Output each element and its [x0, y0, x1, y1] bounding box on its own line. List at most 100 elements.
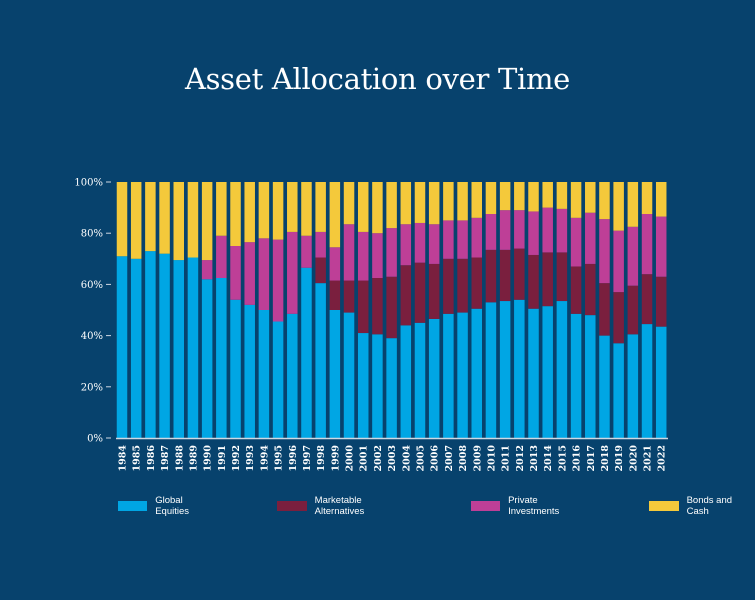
bar-global-equities: [542, 306, 553, 438]
x-tick-label: 1984: [118, 445, 129, 472]
bar-global-equities: [216, 278, 227, 438]
bar-marketable-alternatives: [599, 283, 610, 336]
bar-private-investments: [613, 230, 624, 293]
bar-private-investments: [414, 222, 426, 263]
chart-title: Asset Allocation over Time: [184, 62, 571, 96]
bar-global-equities: [159, 253, 170, 438]
bar-bonds-and-cash: [599, 182, 610, 220]
bar-marketable-alternatives: [443, 258, 454, 314]
bar-bonds-and-cash: [272, 182, 284, 240]
x-tick-label: 1992: [231, 445, 242, 471]
bar-private-investments: [457, 220, 468, 259]
bar-bonds-and-cash: [655, 182, 667, 217]
x-tick-label: 2009: [472, 445, 483, 472]
bar-global-equities: [414, 322, 426, 438]
bar-bonds-and-cash: [116, 182, 128, 257]
x-tick-label: 2004: [401, 445, 412, 472]
bar-private-investments: [528, 211, 539, 255]
bar-global-equities: [599, 335, 610, 438]
bar-private-investments: [585, 212, 596, 264]
bar-global-equities: [357, 333, 369, 438]
bar-bonds-and-cash: [301, 182, 312, 236]
legend-swatch: [649, 501, 679, 511]
x-tick-label: 2011: [501, 445, 512, 471]
bar-bonds-and-cash: [499, 182, 511, 211]
bar-private-investments: [514, 210, 525, 249]
legend-item: Private Investments: [470, 495, 589, 517]
bar-global-equities: [627, 334, 639, 438]
bar-bonds-and-cash: [528, 182, 539, 212]
bar-marketable-alternatives: [329, 280, 341, 310]
bar-marketable-alternatives: [315, 257, 326, 284]
x-tick-label: 1990: [203, 445, 214, 472]
x-tick-label: 1985: [132, 445, 143, 471]
bar-marketable-alternatives: [499, 249, 511, 302]
bar-global-equities: [613, 343, 624, 438]
bar-bonds-and-cash: [443, 182, 454, 221]
bar-private-investments: [357, 231, 369, 281]
legend-swatch: [470, 501, 501, 511]
bar-marketable-alternatives: [485, 249, 497, 303]
legend-swatch: [277, 501, 307, 511]
x-tick-label: 2020: [628, 445, 639, 472]
bar-bonds-and-cash: [244, 182, 255, 243]
x-tick-label: 2005: [415, 445, 426, 471]
bar-bonds-and-cash: [585, 182, 596, 213]
bar-global-equities: [258, 310, 270, 438]
bar-marketable-alternatives: [386, 276, 397, 339]
x-tick-label: 1994: [259, 445, 270, 472]
x-tick-label: 1999: [330, 445, 341, 472]
x-tick-label: 1996: [288, 445, 299, 472]
x-tick-label: 2012: [515, 445, 526, 471]
bar-bonds-and-cash: [187, 182, 199, 258]
bar-bonds-and-cash: [485, 182, 497, 214]
bar-global-equities: [528, 308, 539, 438]
bar-global-equities: [173, 260, 185, 438]
x-tick-label: 2017: [586, 445, 597, 471]
bar-global-equities: [230, 299, 241, 438]
bar-private-investments: [272, 239, 284, 322]
bar-marketable-alternatives: [471, 257, 482, 309]
bar-private-investments: [542, 207, 553, 253]
bar-bonds-and-cash: [201, 182, 213, 261]
bar-global-equities: [641, 324, 653, 438]
bar-global-equities: [329, 310, 341, 438]
bar-bonds-and-cash: [173, 182, 185, 261]
bar-global-equities: [655, 326, 667, 438]
x-tick-label: 1987: [160, 445, 171, 471]
x-tick-label: 1993: [245, 445, 256, 471]
bar-marketable-alternatives: [641, 274, 653, 325]
y-tick-label: 80%: [81, 229, 103, 240]
bar-marketable-alternatives: [343, 280, 355, 313]
bar-bonds-and-cash: [258, 182, 270, 239]
bar-private-investments: [258, 238, 270, 310]
bar-global-equities: [471, 308, 482, 438]
bar-global-equities: [570, 313, 582, 438]
x-tick-label: 1997: [302, 445, 313, 471]
bar-global-equities: [272, 321, 284, 438]
legend-label: Bonds and Cash: [686, 495, 733, 517]
legend-label: Marketable Alternatives: [314, 495, 365, 517]
bar-bonds-and-cash: [130, 182, 142, 259]
x-tick-label: 2013: [529, 445, 540, 471]
bar-private-investments: [400, 224, 412, 266]
bar-private-investments: [230, 246, 241, 300]
bar-private-investments: [343, 224, 355, 281]
bar-private-investments: [201, 260, 213, 280]
bar-bonds-and-cash: [542, 182, 553, 208]
x-tick-label: 1989: [188, 445, 199, 472]
bar-marketable-alternatives: [400, 265, 412, 326]
bar-bonds-and-cash: [315, 182, 326, 232]
bar-global-equities: [187, 257, 199, 438]
bar-global-equities: [315, 283, 326, 438]
bar-global-equities: [514, 299, 525, 438]
bar-bonds-and-cash: [428, 182, 440, 225]
bar-bonds-and-cash: [414, 182, 426, 223]
x-tick-label: 2007: [444, 445, 455, 471]
bar-private-investments: [329, 247, 341, 281]
bar-private-investments: [599, 219, 610, 284]
x-tick-label: 2018: [600, 445, 611, 472]
bar-global-equities: [145, 251, 156, 438]
x-tick-label: 2002: [373, 445, 384, 471]
bar-private-investments: [485, 214, 497, 250]
